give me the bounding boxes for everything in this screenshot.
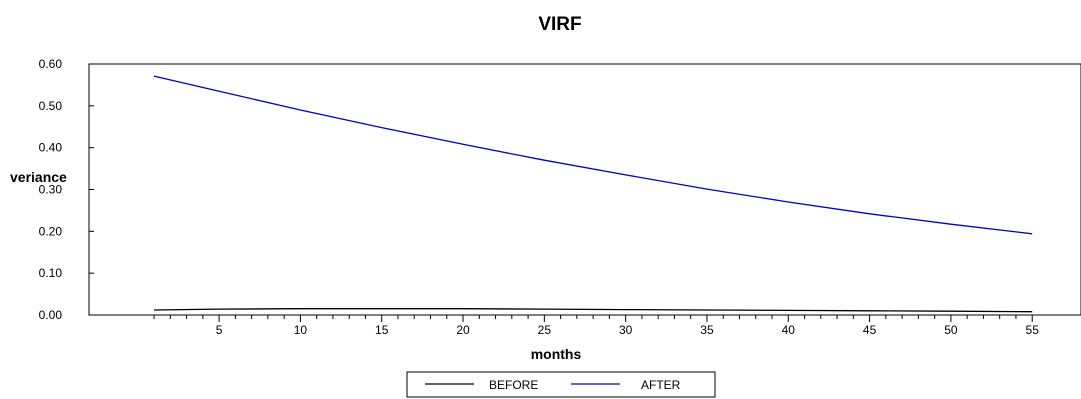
y-axis: 0.00 0.10 0.20 0.30 0.40 0.50 0.60 bbox=[39, 57, 94, 322]
x-tick-label: 20 bbox=[456, 323, 470, 337]
x-tick-label: 25 bbox=[538, 323, 552, 337]
y-tick-label: 0.20 bbox=[39, 224, 63, 238]
y-tick-label: 0.10 bbox=[39, 266, 63, 280]
x-axis-label: months bbox=[531, 346, 582, 362]
x-tick-label: 45 bbox=[863, 323, 877, 337]
series-line-before bbox=[153, 308, 1033, 313]
x-tick-label: 5 bbox=[216, 323, 223, 337]
y-tick-label: 0.50 bbox=[39, 99, 63, 113]
y-tick-label: 0.00 bbox=[39, 308, 63, 322]
legend-label-before: BEFORE bbox=[489, 378, 538, 392]
chart-title: VIRF bbox=[538, 14, 581, 35]
x-tick-label: 30 bbox=[619, 323, 633, 337]
x-tick-label: 15 bbox=[375, 323, 389, 337]
x-tick-label: 55 bbox=[1026, 323, 1040, 337]
y-tick-label: 0.60 bbox=[39, 57, 63, 71]
x-tick-label: 40 bbox=[782, 323, 796, 337]
x-tick-label: 50 bbox=[944, 323, 958, 337]
series-line-after bbox=[153, 75, 1033, 235]
x-axis: 5 10 15 20 25 30 35 40 45 50 55 bbox=[153, 315, 1040, 337]
y-axis-label: veriance bbox=[10, 169, 67, 185]
plot-frame bbox=[88, 63, 1081, 316]
series-layer bbox=[153, 75, 1033, 313]
y-tick-label: 0.40 bbox=[39, 141, 63, 155]
legend-label-after: AFTER bbox=[641, 378, 681, 392]
x-tick-label: 10 bbox=[294, 323, 308, 337]
x-tick-label: 35 bbox=[700, 323, 714, 337]
plot-area bbox=[88, 63, 1081, 316]
legend: BEFORE AFTER bbox=[406, 371, 716, 398]
y-tick-label: 0.30 bbox=[39, 183, 63, 197]
